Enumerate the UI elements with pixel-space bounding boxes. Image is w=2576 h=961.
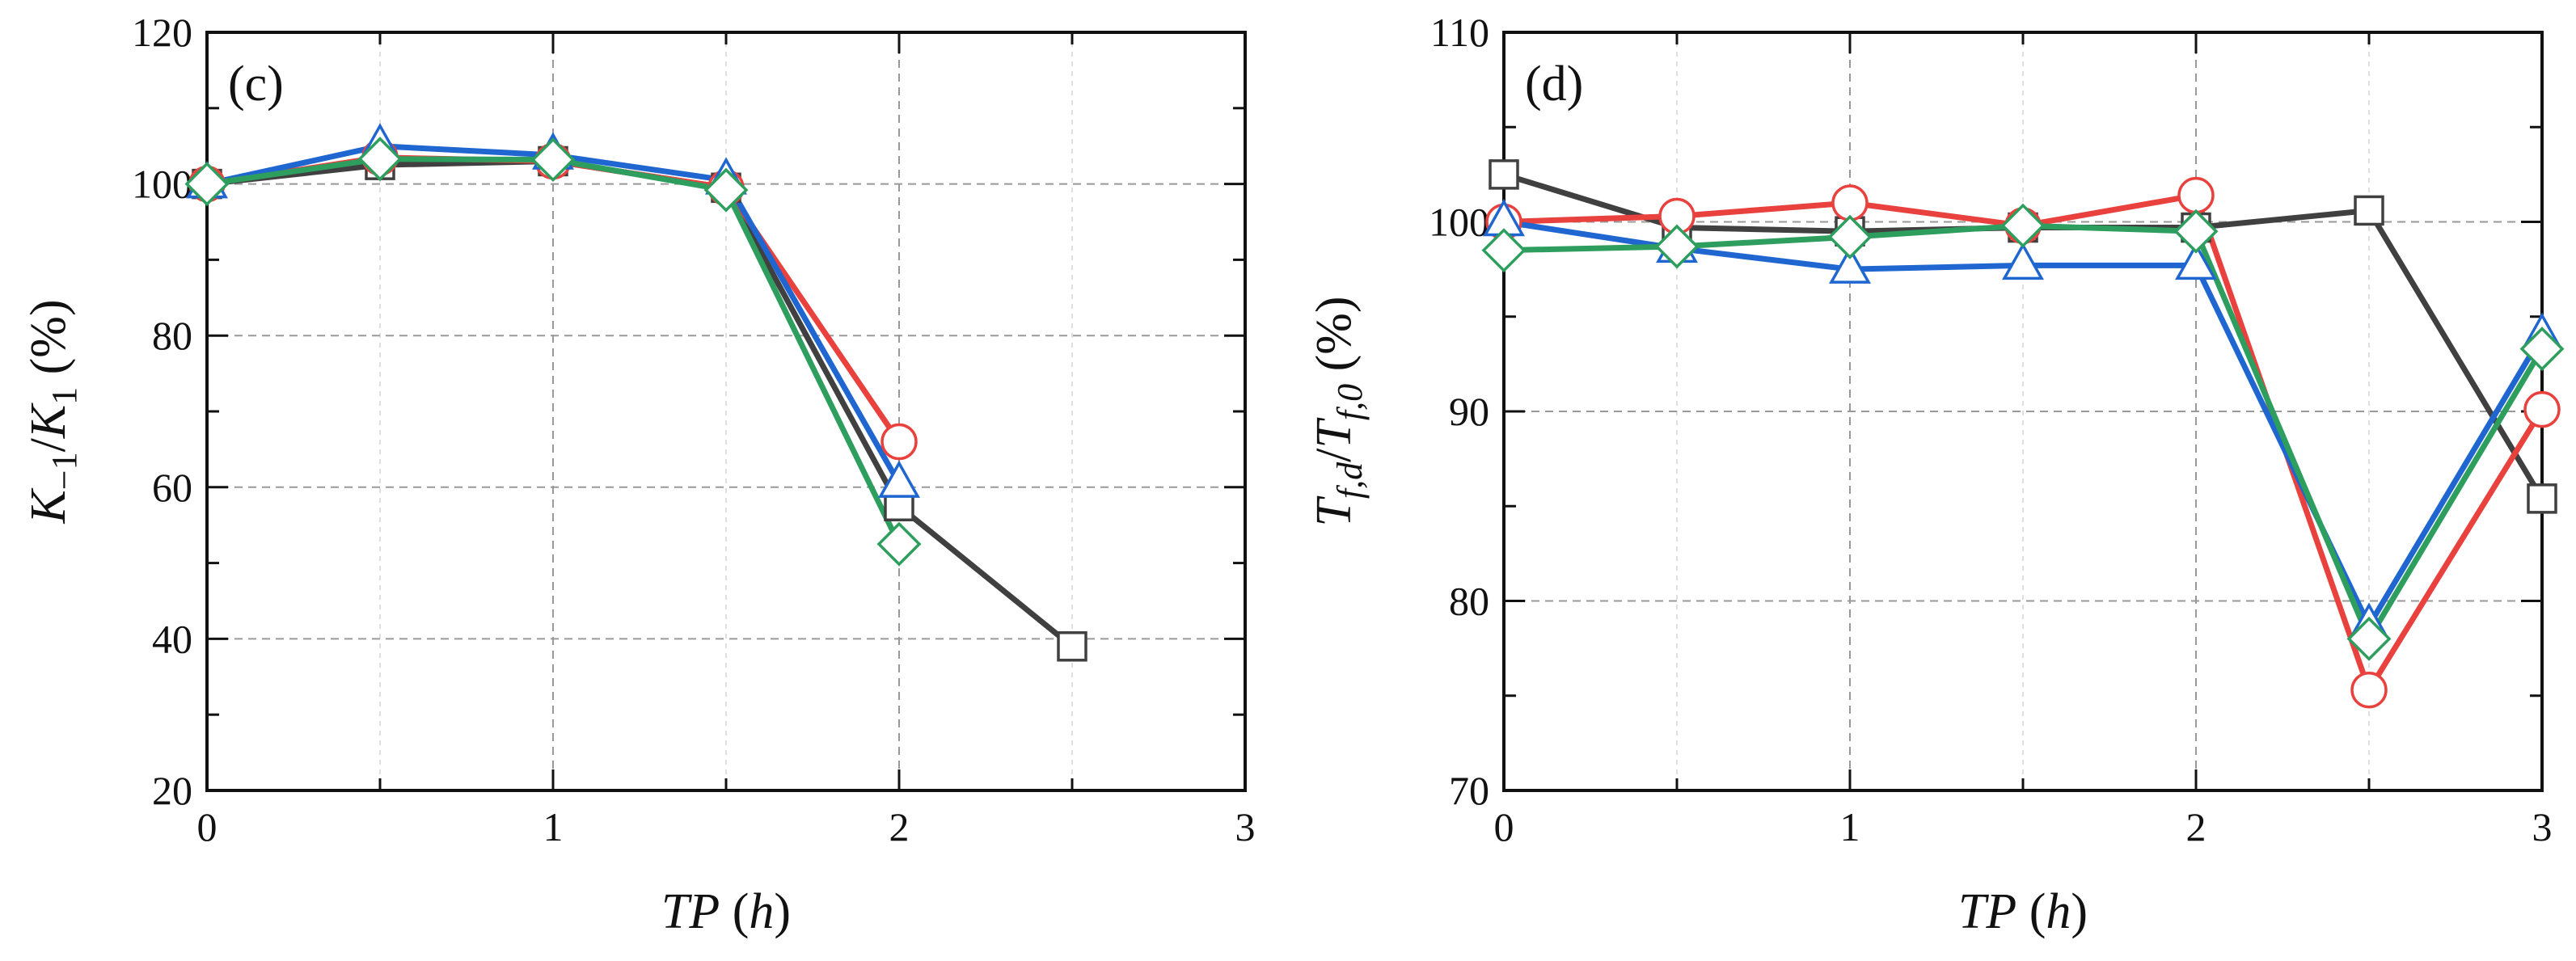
panel-c-x-tick-label-1: 1 <box>543 804 564 849</box>
panel-d-black-square-point-5 <box>2354 195 2384 226</box>
panel-d-green-diamond-point-6 <box>2519 327 2565 372</box>
panel-c-black-square-point-5 <box>1057 631 1087 662</box>
panel-d-series <box>1481 159 2565 709</box>
panel-d-green-diamond-point-4 <box>2173 209 2219 254</box>
panel-c-grid <box>207 32 1245 790</box>
panel-d-y-tick-label-0: 70 <box>1449 768 1489 813</box>
panel-c-green-diamond-point-3 <box>703 167 749 213</box>
panel-c-series <box>184 123 1087 662</box>
panel-d-y-tick-label-3: 100 <box>1429 200 1489 245</box>
panel-d-green-diamond-point-3 <box>2000 203 2046 248</box>
panel-c-red-circle-point-4 <box>880 423 918 461</box>
panel-d-black-square-point-6 <box>2527 483 2557 514</box>
panel-d-x-tick-label-0: 0 <box>1494 804 1514 849</box>
panel-c-blue-triangle-point-4 <box>878 460 920 498</box>
panel-d-ticks: 0 1 2 3 70 80 90 100 110 <box>1429 10 2553 849</box>
panel-c-y-tick-label-0: 20 <box>152 768 192 813</box>
panel-c-series-line-black-square <box>204 158 1075 650</box>
panel-d-label: (d) <box>1525 57 1583 112</box>
panel-d-green-diamond-point-2 <box>1827 214 1873 259</box>
panel-d-y-tick-label-4: 110 <box>1430 10 1489 55</box>
panel-c-y-tick-label-3: 80 <box>152 313 192 358</box>
panel-d-blue-triangle-point-4 <box>2175 242 2217 280</box>
panel-c-label: (c) <box>228 57 284 112</box>
panel-c-ticks: 0 1 2 3 20 40 60 80 100 120 <box>132 10 1256 849</box>
panel-c-x-tick-label-2: 2 <box>889 804 910 849</box>
panel-d-x-tick-label-2: 2 <box>2186 804 2206 849</box>
panel-d-black-square-point-0 <box>1489 159 1519 190</box>
panel-c-green-diamond-point-4 <box>876 521 922 567</box>
panel-c-y-tick-label-5: 120 <box>132 10 192 55</box>
panel-d-green-diamond-point-1 <box>1654 224 1700 269</box>
panel-d-y-tick-label-1: 80 <box>1449 579 1489 624</box>
panel-d-blue-triangle-point-2 <box>1829 246 1871 284</box>
panel-d-blue-triangle-point-3 <box>2002 242 2044 280</box>
panel-c-y-tick-label-2: 60 <box>152 465 192 510</box>
panel-d-y-axis-title: Tf,d/Tf,0 (%) <box>1307 296 1370 526</box>
panel-c-green-diamond-point-1 <box>357 137 403 182</box>
panel-d-green-diamond-point-5 <box>2346 616 2392 661</box>
panel-c-y-tick-label-1: 40 <box>152 616 192 661</box>
panel-d-x-tick-label-1: 1 <box>1840 804 1860 849</box>
panel-d-red-circle-point-4 <box>2177 176 2215 214</box>
panel-c-x-tick-label-0: 0 <box>197 804 217 849</box>
panel-c-y-tick-label-4: 100 <box>132 162 192 207</box>
panel-c-x-axis-title: TP (h) <box>661 884 791 939</box>
panel-c-green-diamond-point-2 <box>530 137 576 183</box>
panel-d-red-circle-point-2 <box>1831 184 1869 221</box>
panel-c-x-tick-label-3: 3 <box>1235 804 1256 849</box>
panel-c: 0 1 2 3 20 40 60 80 100 120 (c) TP (h) K−1/K1 (%) <box>21 10 1256 939</box>
panel-d: 0 1 2 3 70 80 90 100 110 (d) TP (h) Tf,d/Tf,0 (%… <box>1307 10 2565 939</box>
panel-c-y-axis-title: K−1/K1 (%) <box>21 299 84 524</box>
panel-d-y-tick-label-2: 90 <box>1449 389 1489 434</box>
panel-d-green-diamond-point-0 <box>1481 228 1527 273</box>
panel-c-green-diamond-point-0 <box>184 162 230 207</box>
panel-d-x-tick-label-3: 3 <box>2532 804 2553 849</box>
panel-d-x-axis-title: TP (h) <box>1958 884 2088 939</box>
panel-d-red-circle-point-6 <box>2523 390 2561 428</box>
panel-d-red-circle-point-5 <box>2350 671 2388 709</box>
panel-d-grid <box>1504 32 2542 790</box>
